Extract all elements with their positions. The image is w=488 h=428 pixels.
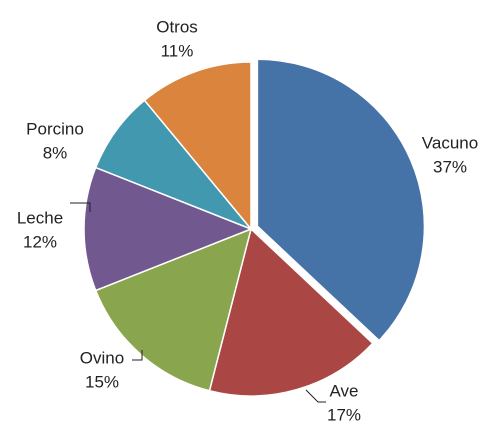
leader-line — [132, 350, 143, 361]
pie-slice — [143, 61, 252, 232]
slice-label: Ovino — [80, 348, 124, 367]
pie-slice — [208, 227, 374, 397]
pie-slice — [94, 227, 253, 392]
slice-label: Otros — [156, 17, 198, 36]
leader-line — [70, 202, 91, 212]
slice-label: Vacuno — [422, 133, 478, 152]
slice-value: 17% — [327, 405, 361, 424]
slice-label: Ave — [330, 381, 359, 400]
slice-value: 11% — [161, 41, 194, 60]
slice-value: 15% — [85, 372, 119, 391]
slice-label: Leche — [17, 208, 63, 227]
slice-value: 12% — [23, 232, 57, 251]
slice-value: 8% — [43, 143, 68, 162]
leader-line — [305, 389, 326, 403]
slice-label: Porcino — [26, 119, 84, 138]
slice-value: 37% — [433, 157, 467, 176]
pie-slice — [256, 58, 426, 342]
pie-slice — [83, 166, 254, 292]
